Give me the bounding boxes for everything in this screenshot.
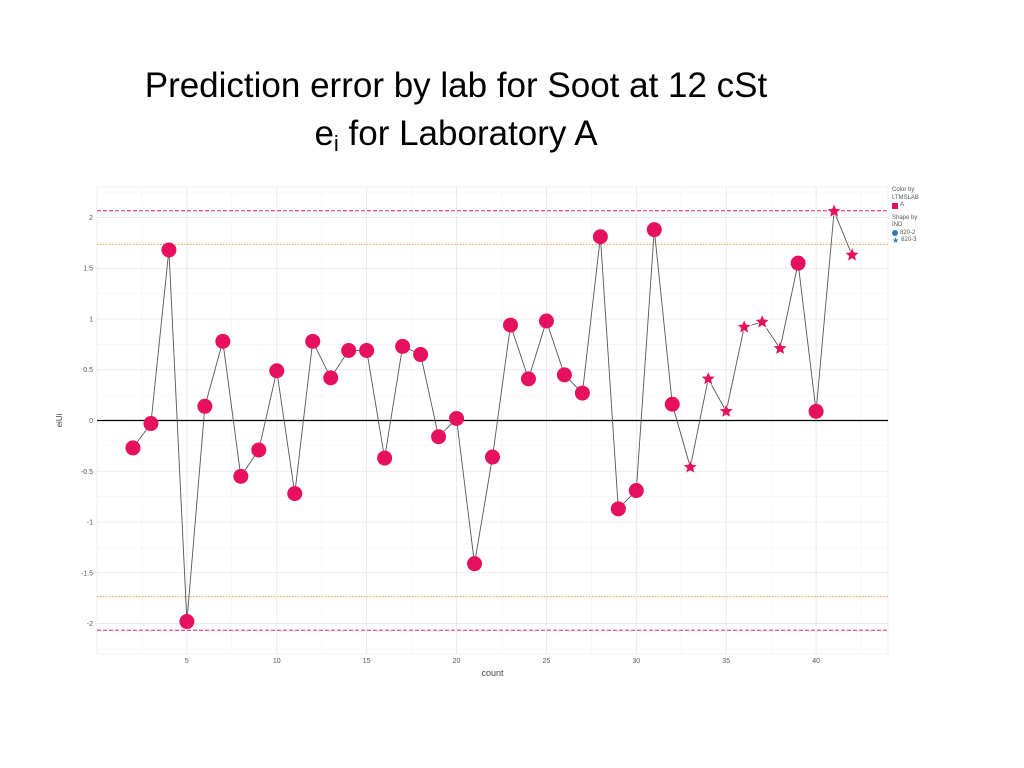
legend-shape-section: Shape by IND 820-2 ★ 820-3	[892, 215, 922, 245]
data-point-star	[700, 370, 717, 386]
legend-shape-item-circle: 820-2	[892, 230, 922, 238]
x-tick-label: 40	[812, 658, 820, 665]
data-point-circle	[161, 242, 177, 258]
data-point-circle	[377, 450, 393, 466]
legend-shape-item-star: ★ 820-3	[892, 237, 922, 245]
data-point-circle	[808, 403, 824, 419]
data-point-circle	[664, 396, 680, 412]
data-point-star	[754, 313, 771, 329]
data-point-circle	[610, 501, 626, 517]
data-point-circle	[395, 338, 411, 354]
data-point-circle	[485, 449, 500, 465]
y-tick-label: -0.5	[81, 469, 93, 476]
legend-color-label: A	[900, 202, 905, 208]
data-point-circle	[305, 333, 321, 349]
title-line-2: ei for Laboratory A	[0, 110, 912, 168]
data-point-circle	[592, 229, 608, 245]
data-point-circle	[520, 371, 536, 387]
legend-color-title: Color by LTMSLAB	[892, 187, 919, 201]
data-point-circle	[449, 410, 465, 426]
data-point-star	[736, 318, 753, 334]
x-tick-label: 30	[632, 658, 640, 665]
y-axis-label: eiUi	[55, 413, 64, 427]
data-point-star	[718, 403, 735, 419]
data-point-circle	[287, 486, 303, 502]
y-tick-label: 2	[89, 215, 93, 222]
y-tick-label: 1	[89, 316, 93, 323]
y-tick-label: 0.5	[83, 367, 93, 374]
data-point-circle	[628, 483, 644, 499]
title-rest: for Laboratory A	[338, 114, 598, 153]
y-tick-label: 1.5	[83, 266, 93, 273]
data-point-circle	[502, 317, 518, 333]
data-point-circle	[431, 429, 447, 445]
data-point-circle	[323, 370, 339, 386]
data-point-circle	[538, 313, 554, 329]
data-point-circle	[790, 255, 806, 271]
data-point-circle	[646, 222, 662, 238]
y-tick-label: -1	[87, 520, 93, 527]
data-point-circle	[467, 556, 483, 572]
x-tick-label: 15	[363, 658, 371, 665]
legend-shape-label-1: 820-2	[900, 229, 916, 236]
x-tick-label: 35	[722, 658, 730, 665]
legend-color-swatch	[892, 202, 898, 209]
data-point-star	[682, 458, 699, 474]
legend-color-section: Color by LTMSLAB A	[892, 187, 922, 210]
data-point-star	[826, 203, 842, 219]
y-tick-label: -2	[87, 621, 93, 628]
slide-title: Prediction error by lab for Soot at 12 c…	[0, 62, 912, 168]
title-e: e	[314, 114, 334, 153]
data-point-circle	[251, 442, 267, 458]
data-point-circle	[215, 333, 231, 349]
data-point-circle	[359, 342, 375, 358]
data-point-circle	[233, 468, 249, 484]
y-tick-label: -1.5	[81, 570, 93, 577]
data-point-circle	[341, 342, 357, 358]
legend-circle-icon	[892, 230, 898, 237]
title-line-1: Prediction error by lab for Soot at 12 c…	[144, 66, 768, 105]
data-point-circle	[179, 614, 195, 630]
data-point-circle	[143, 416, 159, 432]
data-point-star	[772, 340, 789, 356]
title-subscript: i	[333, 131, 339, 156]
x-tick-label: 5	[185, 658, 189, 665]
data-point-circle	[269, 363, 285, 379]
x-tick-label: 25	[543, 658, 551, 665]
y-tick-label: 0	[89, 418, 93, 425]
data-point-circle	[413, 347, 429, 363]
legend-star-icon: ★	[892, 236, 900, 246]
legend-shape-label-2: 820-3	[901, 237, 917, 243]
data-point-circle	[125, 440, 141, 456]
data-point-circle	[574, 385, 590, 401]
data-point-circle	[197, 398, 213, 414]
data-point-star	[844, 246, 860, 262]
chart-legend: Color by LTMSLAB A Shape by IND 820-2 ★ 8…	[892, 187, 922, 250]
data-point-circle	[556, 367, 572, 383]
legend-shape-title: Shape by IND	[892, 214, 918, 229]
x-axis-label: count	[481, 668, 504, 678]
x-tick-label: 20	[453, 658, 461, 665]
x-tick-label: 10	[273, 658, 281, 665]
legend-color-item: A	[892, 202, 922, 210]
